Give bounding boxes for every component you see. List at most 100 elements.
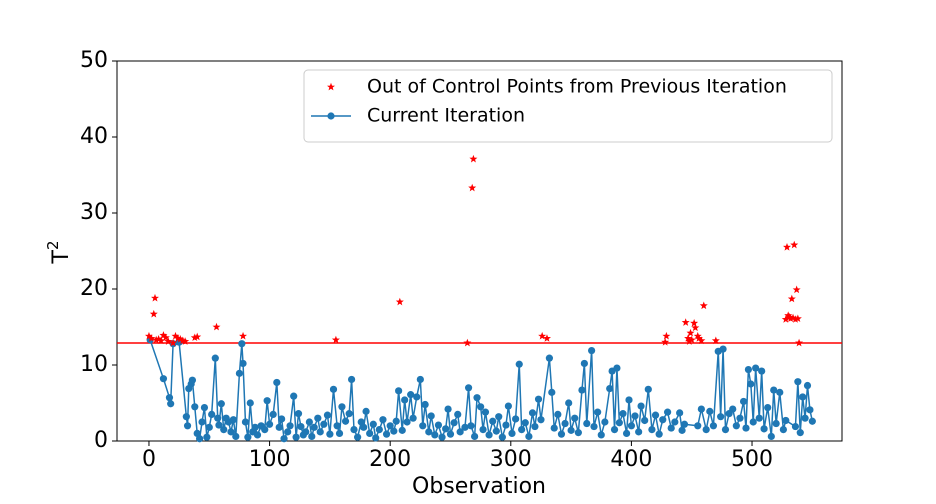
circle-marker: [659, 416, 667, 424]
plot-frame: [116, 60, 843, 442]
circle-marker: [655, 430, 663, 438]
circle-marker: [799, 393, 807, 401]
circle-marker: [471, 432, 479, 441]
circle-marker: [280, 435, 288, 443]
circle-marker: [597, 431, 605, 439]
circle-marker: [583, 419, 591, 428]
circle-marker: [561, 419, 569, 428]
star-marker: [151, 293, 159, 302]
circle-marker: [265, 420, 274, 428]
circle-marker: [627, 422, 636, 430]
circle-marker: [188, 376, 196, 384]
star-marker: [152, 335, 161, 344]
y-axis-label-superscript: 2: [44, 241, 62, 251]
circle-marker: [294, 410, 303, 418]
circle-marker: [217, 400, 225, 408]
circle-marker: [760, 425, 768, 433]
circle-marker: [333, 422, 341, 430]
star-marker: [468, 183, 477, 192]
circle-marker: [372, 434, 380, 442]
circle-marker: [227, 428, 235, 436]
circle-marker: [671, 418, 679, 426]
y-tick-label: 10: [80, 352, 108, 377]
circle-marker: [310, 423, 318, 431]
circle-marker: [369, 420, 377, 428]
circle-marker: [545, 354, 553, 362]
circle-marker: [413, 393, 421, 401]
star-marker: [164, 337, 173, 345]
x-axis-label: Observation: [412, 474, 546, 499]
circle-marker: [667, 424, 675, 432]
star-marker: [171, 331, 180, 340]
circle-marker: [565, 399, 573, 407]
circle-marker: [489, 417, 497, 425]
star-marker: [469, 154, 478, 163]
circle-marker: [767, 432, 775, 441]
circle-marker: [214, 414, 222, 422]
star-marker: [327, 82, 335, 91]
circle-marker: [232, 432, 240, 441]
circle-marker: [744, 365, 753, 374]
circle-marker: [269, 410, 277, 418]
circle-marker: [191, 403, 199, 411]
circle-marker: [159, 375, 168, 383]
circle-marker: [755, 414, 763, 422]
circle-marker: [263, 397, 271, 405]
circle-marker: [442, 425, 450, 433]
circle-marker: [434, 421, 443, 429]
circle-marker: [208, 410, 216, 418]
circle-marker: [211, 354, 219, 362]
star-marker: [169, 338, 178, 347]
circle-marker: [329, 385, 338, 393]
star-marker: [693, 331, 702, 340]
circle-marker: [752, 364, 760, 372]
y-tick-label: 0: [94, 428, 108, 453]
circle-marker: [492, 427, 500, 435]
circle-marker: [165, 394, 174, 402]
circle-marker: [525, 432, 533, 441]
circle-marker: [456, 428, 464, 436]
circle-marker: [338, 403, 346, 411]
circle-marker: [736, 414, 744, 422]
x-tick-label: 0: [142, 447, 156, 472]
star-marker: [193, 332, 202, 341]
circle-marker: [409, 414, 417, 422]
star-marker: [662, 331, 671, 340]
circle-marker: [335, 429, 344, 437]
circle-marker: [215, 421, 223, 429]
star-marker: [686, 328, 695, 337]
circle-marker: [183, 422, 192, 430]
circle-marker: [485, 431, 493, 439]
circle-marker: [345, 410, 353, 418]
circle-marker: [246, 399, 254, 407]
star-marker: [181, 337, 190, 345]
circle-marker: [292, 433, 300, 441]
circle-marker: [521, 419, 529, 427]
circle-marker: [473, 394, 481, 402]
circle-marker: [676, 409, 684, 417]
circle-marker: [803, 381, 812, 390]
star-marker: [783, 243, 791, 251]
circle-marker: [749, 418, 757, 426]
circle-marker: [238, 340, 246, 348]
star-marker: [784, 311, 793, 319]
circle-marker: [770, 386, 778, 394]
circle-marker: [392, 417, 400, 425]
circle-marker: [464, 384, 473, 392]
star-marker: [157, 336, 166, 345]
circle-marker: [622, 429, 631, 437]
circle-marker: [308, 432, 316, 441]
star-marker: [395, 297, 404, 306]
circle-marker: [518, 426, 526, 434]
circle-marker: [498, 433, 506, 441]
circle-marker: [776, 388, 784, 396]
star-marker: [149, 309, 158, 318]
circle-marker: [637, 402, 645, 410]
circle-marker: [742, 424, 750, 432]
circle-marker: [320, 420, 328, 428]
circle-marker: [791, 422, 800, 431]
star-marker: [538, 331, 547, 340]
circle-marker: [719, 345, 727, 353]
circle-marker: [717, 413, 725, 421]
circle-marker: [758, 367, 766, 375]
